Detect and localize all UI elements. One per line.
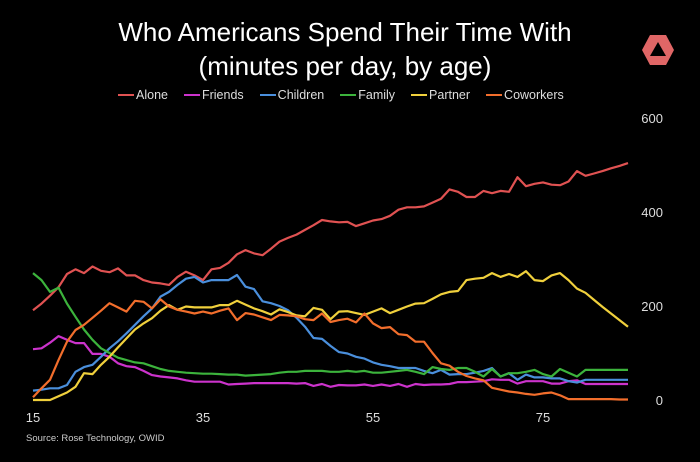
series-line-alone [32, 162, 629, 312]
source-note: Source: Rose Technology, OWID [26, 433, 165, 444]
legend-item-partner: Partner [411, 88, 470, 102]
x-tick-label: 55 [366, 410, 380, 425]
legend: Alone Friends Children Family Partner Coworke… [118, 88, 564, 102]
legend-swatch [486, 94, 503, 96]
legend-item-children: Children [259, 88, 325, 102]
legend-label: Coworkers [504, 88, 564, 102]
legend-item-alone: Alone [118, 88, 168, 102]
legend-label: Friends [201, 88, 244, 102]
y-tick-label: 400 [641, 205, 663, 220]
legend-item-coworkers: Coworkers [486, 88, 564, 102]
legend-swatch [259, 94, 276, 96]
y-tick-label: 600 [641, 111, 663, 126]
series-line-coworkers [32, 298, 628, 401]
legend-swatch [340, 94, 357, 96]
series-line-children [32, 273, 628, 392]
legend-swatch [411, 94, 428, 96]
series-line-family [32, 272, 628, 378]
legend-item-friends: Friends [183, 88, 244, 102]
legend-swatch [118, 94, 134, 96]
legend-label: Family [358, 88, 396, 102]
legend-item-family: Family [340, 88, 395, 102]
legend-label: Children [277, 88, 325, 102]
series-line-friends [32, 335, 628, 388]
x-tick-label: 75 [536, 410, 550, 425]
y-tick-label: 200 [641, 299, 663, 314]
hexagon-logo-icon [642, 35, 674, 65]
legend-swatch [183, 94, 200, 96]
legend-label: Partner [429, 88, 471, 102]
legend-label: Alone [136, 88, 168, 102]
chart-subtitle: (minutes per day, by age) [198, 51, 492, 81]
series-line-partner [33, 270, 629, 402]
x-tick-label: 15 [26, 410, 40, 425]
x-tick-label: 35 [196, 410, 210, 425]
chart-title: Who Americans Spend Their Time With [118, 17, 572, 47]
y-tick-label: 0 [656, 393, 663, 408]
